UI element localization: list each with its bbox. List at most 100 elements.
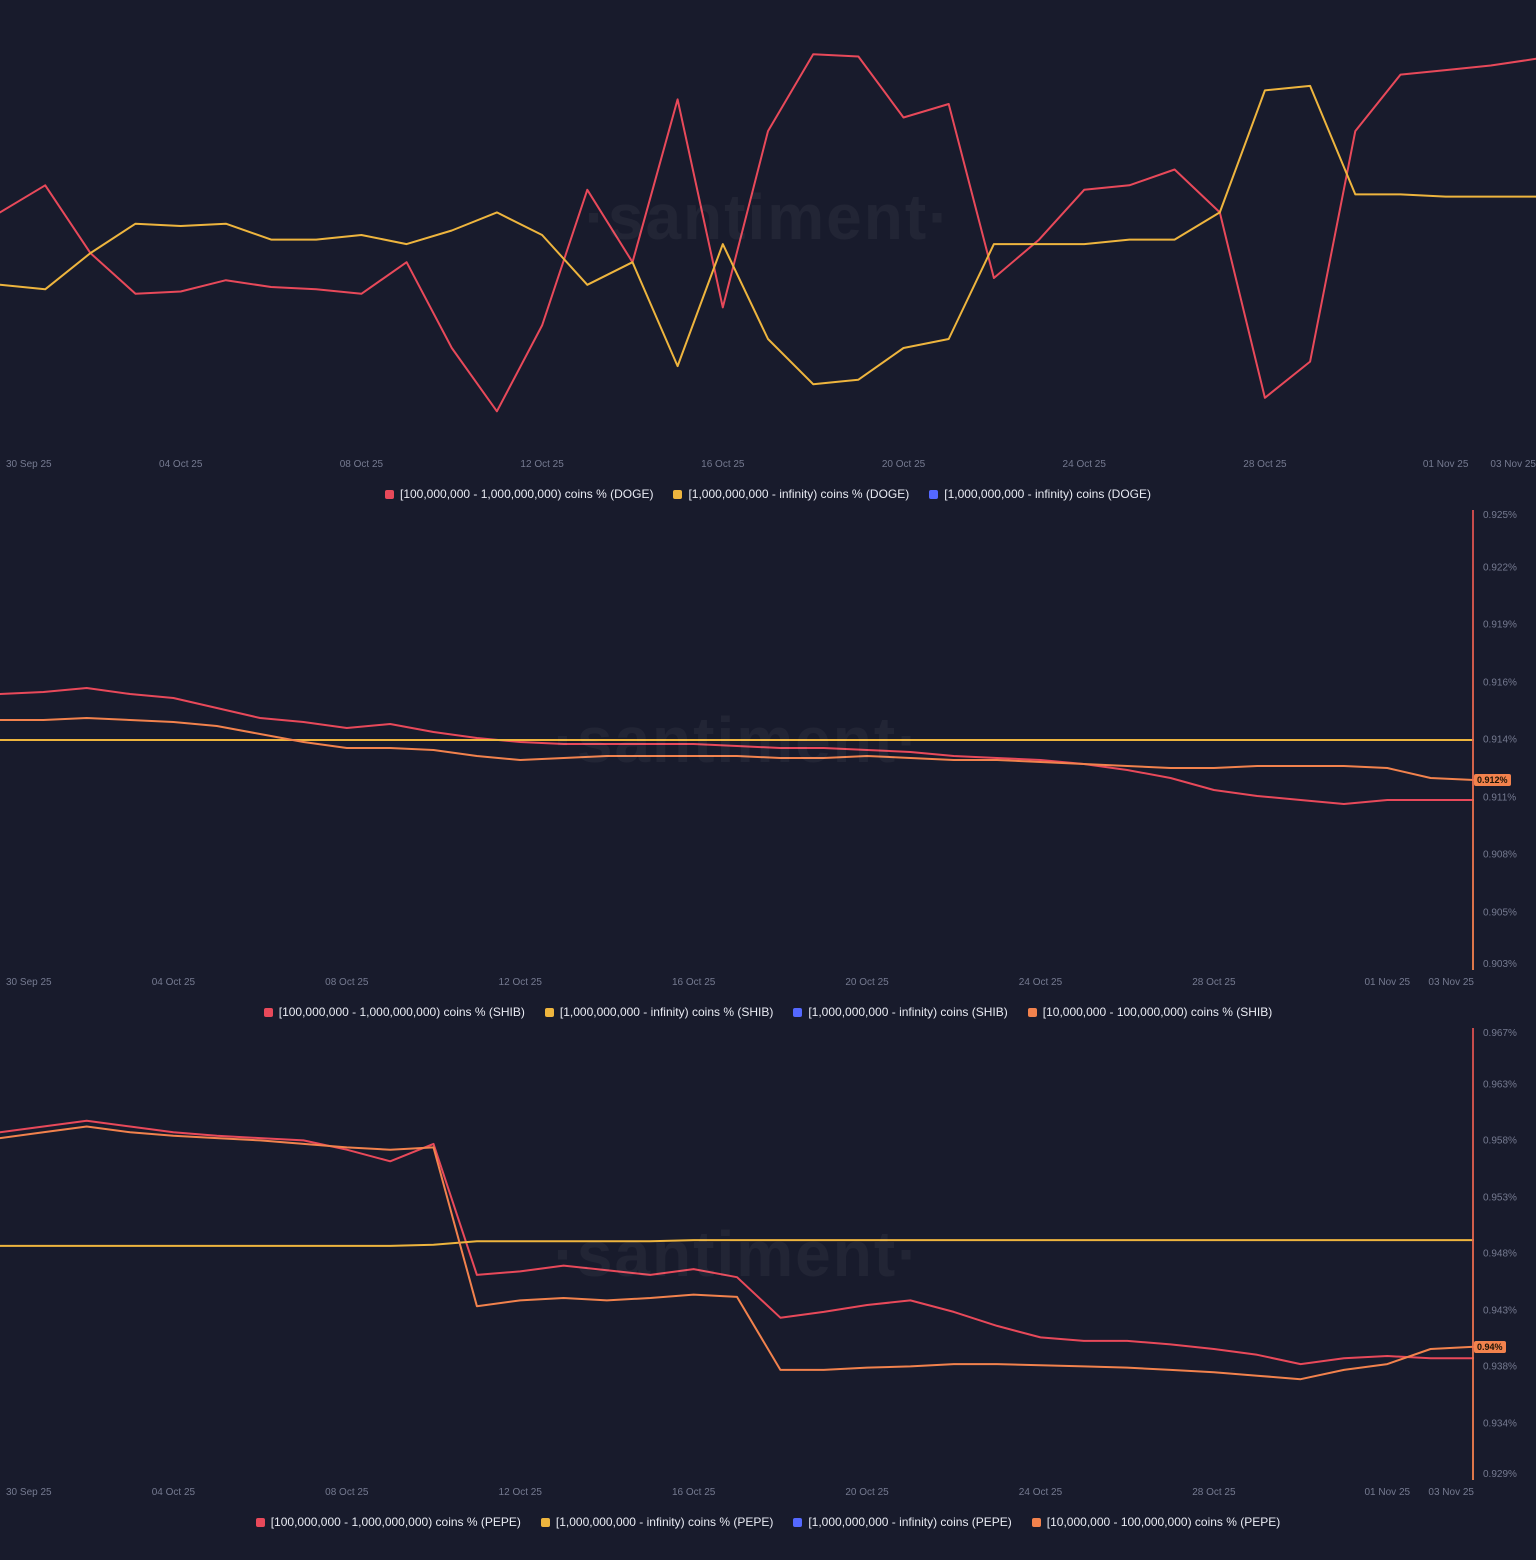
shib-y-tick: 0.905% [1483, 907, 1517, 918]
chart-panel-doge: ·santiment· 30 Sep 25 04 Oct 25 08 Oct 25 1… [0, 0, 1536, 510]
pepe-legend-label: [10,000,000 - 100,000,000) coins % (PEPE… [1046, 1515, 1281, 1529]
blue-legend-swatch-icon [929, 489, 939, 499]
pepe-series-line-0 [0, 1119, 1474, 1366]
doge-x-tick: 24 Oct 25 [1062, 459, 1106, 470]
pepe-plot-area[interactable]: ·santiment· [0, 1028, 1474, 1480]
doge-legend: [100,000,000 - 1,000,000,000) coins % (D… [0, 478, 1536, 510]
doge-x-tick: 01 Nov 25 [1422, 459, 1469, 470]
pepe-line-chart [0, 1119, 1474, 1381]
pepe-x-tick: 16 Oct 25 [671, 1487, 716, 1498]
shib-y-axis: 0.925% 0.922% 0.919% 0.916% 0.914% 0.911% 0.90… [1474, 510, 1536, 970]
pepe-series-line-1 [0, 1239, 1474, 1247]
shib-legend-label: [1,000,000,000 - infinity) coins (SHIB) [808, 1005, 1008, 1019]
pepe-y-tick: 0.943% [1483, 1305, 1517, 1316]
shib-y-tick: 0.911% [1483, 792, 1517, 803]
doge-x-tick: 04 Oct 25 [159, 459, 203, 470]
shib-series-line-0 [0, 687, 1474, 805]
doge-legend-item-2[interactable]: [1,000,000,000 - infinity) coins (DOGE) [929, 487, 1151, 501]
shib-x-axis: 30 Sep 25 04 Oct 25 08 Oct 25 12 Oct 25 16 O… [0, 970, 1474, 996]
pepe-y-tick: 0.929% [1483, 1469, 1517, 1480]
pepe-y-axis: 0.967% 0.963% 0.958% 0.953% 0.948% 0.943% 0.93… [1474, 1028, 1536, 1480]
pepe-x-tick: 01 Nov 25 [1364, 1487, 1411, 1498]
yellow-legend-swatch-icon [540, 1517, 550, 1527]
pepe-y-tick: 0.948% [1483, 1248, 1517, 1260]
pepe-legend-label: [1,000,000,000 - infinity) coins % (PEPE… [555, 1515, 774, 1529]
shib-x-tick: 24 Oct 25 [1018, 977, 1063, 988]
doge-x-axis: 30 Sep 25 04 Oct 25 08 Oct 25 12 Oct 25 16 O… [0, 452, 1536, 478]
pepe-legend-item-3[interactable]: [10,000,000 - 100,000,000) coins % (PEPE… [1031, 1515, 1281, 1529]
shib-y-tick: 0.919% [1483, 619, 1517, 631]
shib-series-line-3 [0, 717, 1474, 781]
shib-x-tick: 04 Oct 25 [151, 977, 196, 988]
pepe-y-tick: 0.953% [1483, 1192, 1517, 1203]
red-legend-swatch-icon [263, 1007, 273, 1017]
red-legend-swatch-icon [255, 1517, 265, 1527]
shib-legend: [100,000,000 - 1,000,000,000) coins % (S… [0, 996, 1536, 1028]
doge-x-tick: 16 Oct 25 [701, 459, 745, 470]
pepe-legend-item-2[interactable]: [1,000,000,000 - infinity) coins (PEPE) [793, 1515, 1012, 1529]
doge-legend-item-1[interactable]: [1,000,000,000 - infinity) coins % (DOGE… [673, 487, 909, 501]
pepe-x-tick: 04 Oct 25 [151, 1487, 196, 1498]
shib-y-tick: 0.914% [1483, 734, 1517, 746]
orange-legend-swatch-icon [1031, 1517, 1041, 1527]
shib-x-tick: 20 Oct 25 [845, 977, 889, 988]
pepe-right-axis-line [1472, 1028, 1474, 1480]
shib-legend-label: [1,000,000,000 - infinity) coins % (SHIB… [559, 1005, 774, 1019]
red-legend-swatch-icon [384, 489, 394, 499]
shib-x-tick: 16 Oct 25 [671, 977, 716, 988]
pepe-y-tick: 0.958% [1483, 1135, 1517, 1147]
pepe-x-tick: 30 Sep 25 [6, 1487, 52, 1498]
shib-legend-item-0[interactable]: [100,000,000 - 1,000,000,000) coins % (S… [263, 1005, 525, 1019]
orange-legend-swatch-icon [1027, 1007, 1037, 1017]
doge-plot-area[interactable]: ·santiment· [0, 0, 1536, 452]
shib-right-axis-line [1472, 510, 1474, 970]
doge-x-tick: 28 Oct 25 [1243, 459, 1287, 470]
chart-panel-pepe: ·santiment· 0.967% 0.963% 0.958% 0.953% 0.94… [0, 1028, 1536, 1538]
pepe-y-tick: 0.938% [1483, 1361, 1517, 1373]
shib-legend-item-1[interactable]: [1,000,000,000 - infinity) coins % (SHIB… [544, 1005, 774, 1019]
pepe-legend-item-1[interactable]: [1,000,000,000 - infinity) coins % (PEPE… [540, 1515, 774, 1529]
yellow-legend-swatch-icon [673, 489, 683, 499]
shib-y-tick: 0.908% [1483, 849, 1517, 861]
shib-y-tick: 0.916% [1483, 677, 1517, 688]
pepe-x-tick: 08 Oct 25 [325, 1487, 369, 1498]
chart-panel-shib: ·santiment· 0.925% 0.922% 0.919% 0.916% 0.91… [0, 510, 1536, 1028]
pepe-x-tick: 28 Oct 25 [1192, 1487, 1236, 1498]
blue-legend-swatch-icon [793, 1007, 803, 1017]
shib-line-chart [0, 687, 1474, 805]
pepe-y-tick: 0.934% [1483, 1418, 1517, 1429]
shib-y-tick: 0.903% [1483, 959, 1517, 970]
pepe-legend-item-0[interactable]: [100,000,000 - 1,000,000,000) coins % (P… [255, 1515, 521, 1529]
pepe-x-tick: 24 Oct 25 [1018, 1487, 1063, 1498]
yellow-legend-swatch-icon [544, 1007, 554, 1017]
shib-x-tick: 08 Oct 25 [325, 977, 369, 988]
pepe-series-line-3 [0, 1125, 1474, 1381]
shib-x-tick: 03 Nov 25 [1428, 977, 1474, 988]
shib-x-tick: 30 Sep 25 [6, 977, 52, 988]
pepe-y-tick: 0.967% [1483, 1028, 1517, 1039]
doge-legend-label: [1,000,000,000 - infinity) coins % (DOGE… [688, 487, 910, 501]
shib-last-value-badge: 0.912% [1474, 774, 1511, 786]
shib-plot-area[interactable]: ·santiment· [0, 510, 1474, 970]
shib-y-tick: 0.925% [1483, 510, 1517, 521]
doge-line-chart [0, 53, 1536, 413]
shib-legend-item-3[interactable]: [10,000,000 - 100,000,000) coins % (SHIB… [1027, 1005, 1273, 1019]
pepe-x-tick: 03 Nov 25 [1428, 1487, 1474, 1498]
pepe-legend: [100,000,000 - 1,000,000,000) coins % (P… [0, 1506, 1536, 1538]
doge-legend-label: [1,000,000,000 - infinity) coins (DOGE) [944, 487, 1151, 501]
doge-legend-item-0[interactable]: [100,000,000 - 1,000,000,000) coins % (D… [384, 487, 654, 501]
shib-x-tick: 12 Oct 25 [498, 977, 542, 988]
doge-series-line-1 [0, 84, 1536, 386]
pepe-x-axis: 30 Sep 25 04 Oct 25 08 Oct 25 12 Oct 25 16 O… [0, 1480, 1474, 1506]
doge-legend-label: [100,000,000 - 1,000,000,000) coins % (D… [399, 487, 654, 501]
pepe-last-value-badge: 0.94% [1474, 1340, 1506, 1353]
pepe-y-tick: 0.963% [1483, 1079, 1517, 1090]
pepe-x-tick: 12 Oct 25 [498, 1487, 542, 1498]
doge-x-tick: 30 Sep 25 [6, 459, 52, 470]
shib-legend-item-2[interactable]: [1,000,000,000 - infinity) coins (SHIB) [793, 1005, 1008, 1019]
doge-x-tick: 08 Oct 25 [339, 459, 384, 470]
shib-legend-label: [10,000,000 - 100,000,000) coins % (SHIB… [1042, 1005, 1273, 1019]
blue-legend-swatch-icon [793, 1517, 803, 1527]
pepe-legend-label: [1,000,000,000 - infinity) coins (PEPE) [808, 1515, 1012, 1529]
doge-x-tick: 03 Nov 25 [1490, 459, 1536, 470]
